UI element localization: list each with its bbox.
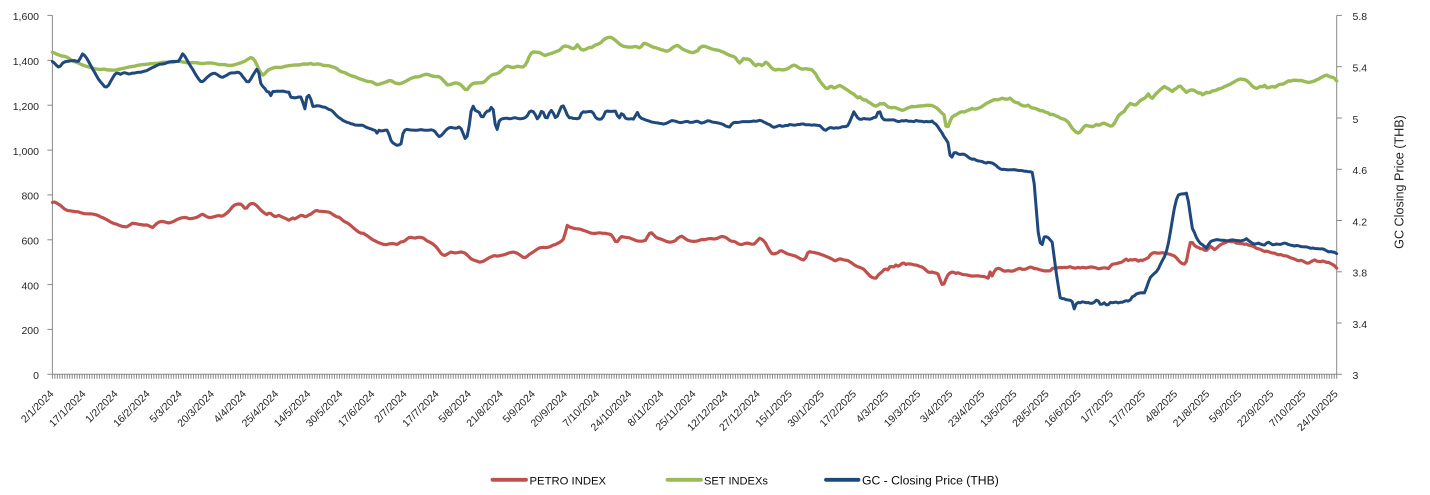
- svg-text:PETRO INDEX: PETRO INDEX: [530, 476, 607, 488]
- svg-text:200: 200: [21, 325, 39, 337]
- svg-text:0: 0: [33, 370, 39, 382]
- svg-text:1,200: 1,200: [13, 101, 39, 113]
- svg-text:5: 5: [1353, 114, 1359, 126]
- svg-text:1,400: 1,400: [13, 56, 39, 68]
- svg-text:1,600: 1,600: [13, 11, 39, 23]
- svg-text:GC - Closing Price (THB): GC - Closing Price (THB): [862, 474, 999, 488]
- svg-text:3.8: 3.8: [1353, 268, 1368, 280]
- svg-text:5.8: 5.8: [1353, 11, 1368, 23]
- svg-text:5.4: 5.4: [1353, 63, 1368, 75]
- svg-text:1,000: 1,000: [13, 146, 39, 158]
- svg-text:3.4: 3.4: [1353, 319, 1368, 331]
- svg-text:3: 3: [1353, 370, 1359, 382]
- svg-text:800: 800: [21, 191, 39, 203]
- svg-text:4.2: 4.2: [1353, 216, 1368, 228]
- svg-text:GC Closing Price (THB): GC Closing Price (THB): [1393, 115, 1407, 249]
- svg-text:SET INDEXs: SET INDEXs: [704, 476, 768, 488]
- svg-text:600: 600: [21, 236, 39, 248]
- svg-text:4.6: 4.6: [1353, 165, 1368, 177]
- svg-text:400: 400: [21, 280, 39, 292]
